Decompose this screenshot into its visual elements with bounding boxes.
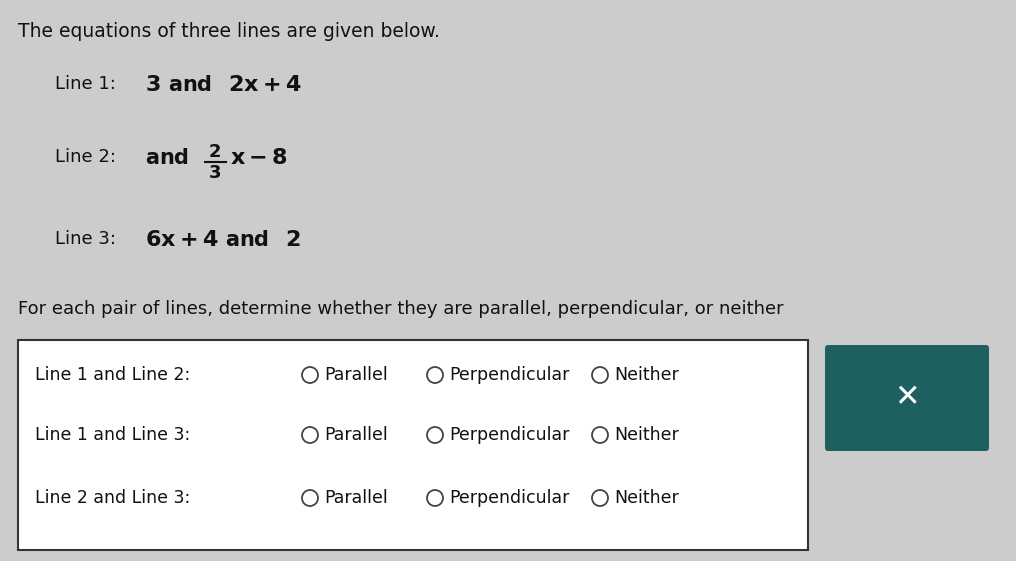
- Circle shape: [302, 490, 318, 506]
- Text: Parallel: Parallel: [324, 489, 388, 507]
- Text: $\mathbf{3}$: $\mathbf{3}$: [208, 164, 221, 182]
- Text: $\mathbf{3}$: $\mathbf{3}$: [145, 75, 161, 95]
- Text: $\mathbf{6x+4}$: $\mathbf{6x+4}$: [145, 230, 218, 250]
- Text: $\mathbf{2}$: $\mathbf{2}$: [208, 143, 220, 161]
- FancyBboxPatch shape: [18, 340, 808, 550]
- Text: Neither: Neither: [614, 489, 679, 507]
- Text: Line 1:: Line 1:: [55, 75, 122, 93]
- Text: Line 1 and Line 2:: Line 1 and Line 2:: [35, 366, 190, 384]
- Text: Neither: Neither: [614, 366, 679, 384]
- Text: $\mathbf{2}$: $\mathbf{2}$: [285, 230, 301, 250]
- Text: Perpendicular: Perpendicular: [449, 489, 569, 507]
- Text: Parallel: Parallel: [324, 426, 388, 444]
- Text: Neither: Neither: [614, 426, 679, 444]
- Text: Parallel: Parallel: [324, 366, 388, 384]
- Circle shape: [592, 427, 608, 443]
- Text: Line 2:: Line 2:: [55, 148, 122, 166]
- Text: Line 2 and Line 3:: Line 2 and Line 3:: [35, 489, 190, 507]
- Text: The equations of three lines are given below.: The equations of three lines are given b…: [18, 22, 440, 41]
- Circle shape: [427, 367, 443, 383]
- Text: Line 1 and Line 3:: Line 1 and Line 3:: [35, 426, 190, 444]
- Text: Perpendicular: Perpendicular: [449, 366, 569, 384]
- Text: Perpendicular: Perpendicular: [449, 426, 569, 444]
- FancyBboxPatch shape: [825, 345, 989, 451]
- Circle shape: [302, 367, 318, 383]
- Text: $\mathbf{and}$: $\mathbf{and}$: [145, 148, 189, 168]
- Circle shape: [592, 367, 608, 383]
- Circle shape: [427, 490, 443, 506]
- Circle shape: [427, 427, 443, 443]
- Circle shape: [302, 427, 318, 443]
- Text: $\mathbf{and}$: $\mathbf{and}$: [225, 230, 269, 250]
- Text: For each pair of lines, determine whether they are parallel, perpendicular, or n: For each pair of lines, determine whethe…: [18, 300, 783, 318]
- Text: $\mathbf{and}$: $\mathbf{and}$: [168, 75, 212, 95]
- Text: $\mathbf{2x+4}$: $\mathbf{2x+4}$: [228, 75, 302, 95]
- Text: $\mathbf{x-8}$: $\mathbf{x-8}$: [230, 148, 288, 168]
- Text: Line 3:: Line 3:: [55, 230, 122, 248]
- Circle shape: [592, 490, 608, 506]
- Text: ✕: ✕: [894, 384, 919, 412]
